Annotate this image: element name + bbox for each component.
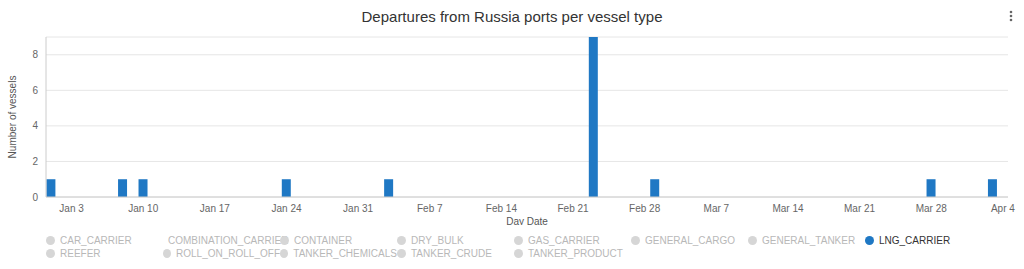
html-text:Departures from Russia ports p: Departures from Russia ports per vessel … [361, 8, 663, 25]
html-text:CAR_CARRIER: CAR_CARRIER [60, 235, 132, 246]
svg-text:Apr 4: Apr 4 [991, 203, 1015, 214]
html-text:GENERAL_CARGO: GENERAL_CARGO [645, 235, 735, 246]
svg-text:Day Date: Day Date [506, 216, 548, 225]
svg-text:8: 8 [32, 49, 38, 60]
svg-text:Feb 21: Feb 21 [557, 203, 589, 214]
svg-text:Feb 28: Feb 28 [629, 203, 661, 214]
svg-text:2: 2 [32, 156, 38, 167]
svg-text:Mar 7: Mar 7 [704, 203, 730, 214]
svg-text:Mar 28: Mar 28 [916, 203, 948, 214]
svg-text:6: 6 [32, 85, 38, 96]
svg-text:Mar 21: Mar 21 [844, 203, 876, 214]
html-text:LNG_CARRIER: LNG_CARRIER [879, 235, 951, 246]
svg-text:Number of vessels: Number of vessels [8, 76, 18, 159]
svg-text:Jan 17: Jan 17 [200, 203, 230, 214]
html-text:COMBINATION_CARRIER: COMBINATION_CARRIER [168, 235, 289, 246]
html-text:TANKER_CHEMICALS: TANKER_CHEMICALS [293, 248, 397, 259]
html-text:DRY_BULK: DRY_BULK [411, 235, 464, 246]
svg-text:Jan 31: Jan 31 [343, 203, 373, 214]
html-text:TANKER_PRODUCT: TANKER_PRODUCT [528, 248, 623, 259]
html-text:TANKER_CRUDE: TANKER_CRUDE [411, 248, 492, 259]
html-text:CONTAINER: CONTAINER [294, 235, 353, 246]
svg-text:4: 4 [32, 120, 38, 131]
svg-text:0: 0 [32, 192, 38, 203]
html-text:GAS_CARRIER: GAS_CARRIER [528, 235, 600, 246]
html-text:ROLL_ON_ROLL_OFF: ROLL_ON_ROLL_OFF [176, 248, 280, 259]
svg-text:Mar 14: Mar 14 [772, 203, 804, 214]
svg-text:Feb 7: Feb 7 [417, 203, 443, 214]
html-text:GENERAL_TANKER: GENERAL_TANKER [762, 235, 856, 246]
svg-text:Feb 14: Feb 14 [486, 203, 518, 214]
svg-text:Jan 10: Jan 10 [128, 203, 158, 214]
html-text:REEFER: REEFER [60, 248, 101, 259]
svg-text:Jan 24: Jan 24 [271, 203, 301, 214]
svg-text:Jan 3: Jan 3 [59, 203, 84, 214]
